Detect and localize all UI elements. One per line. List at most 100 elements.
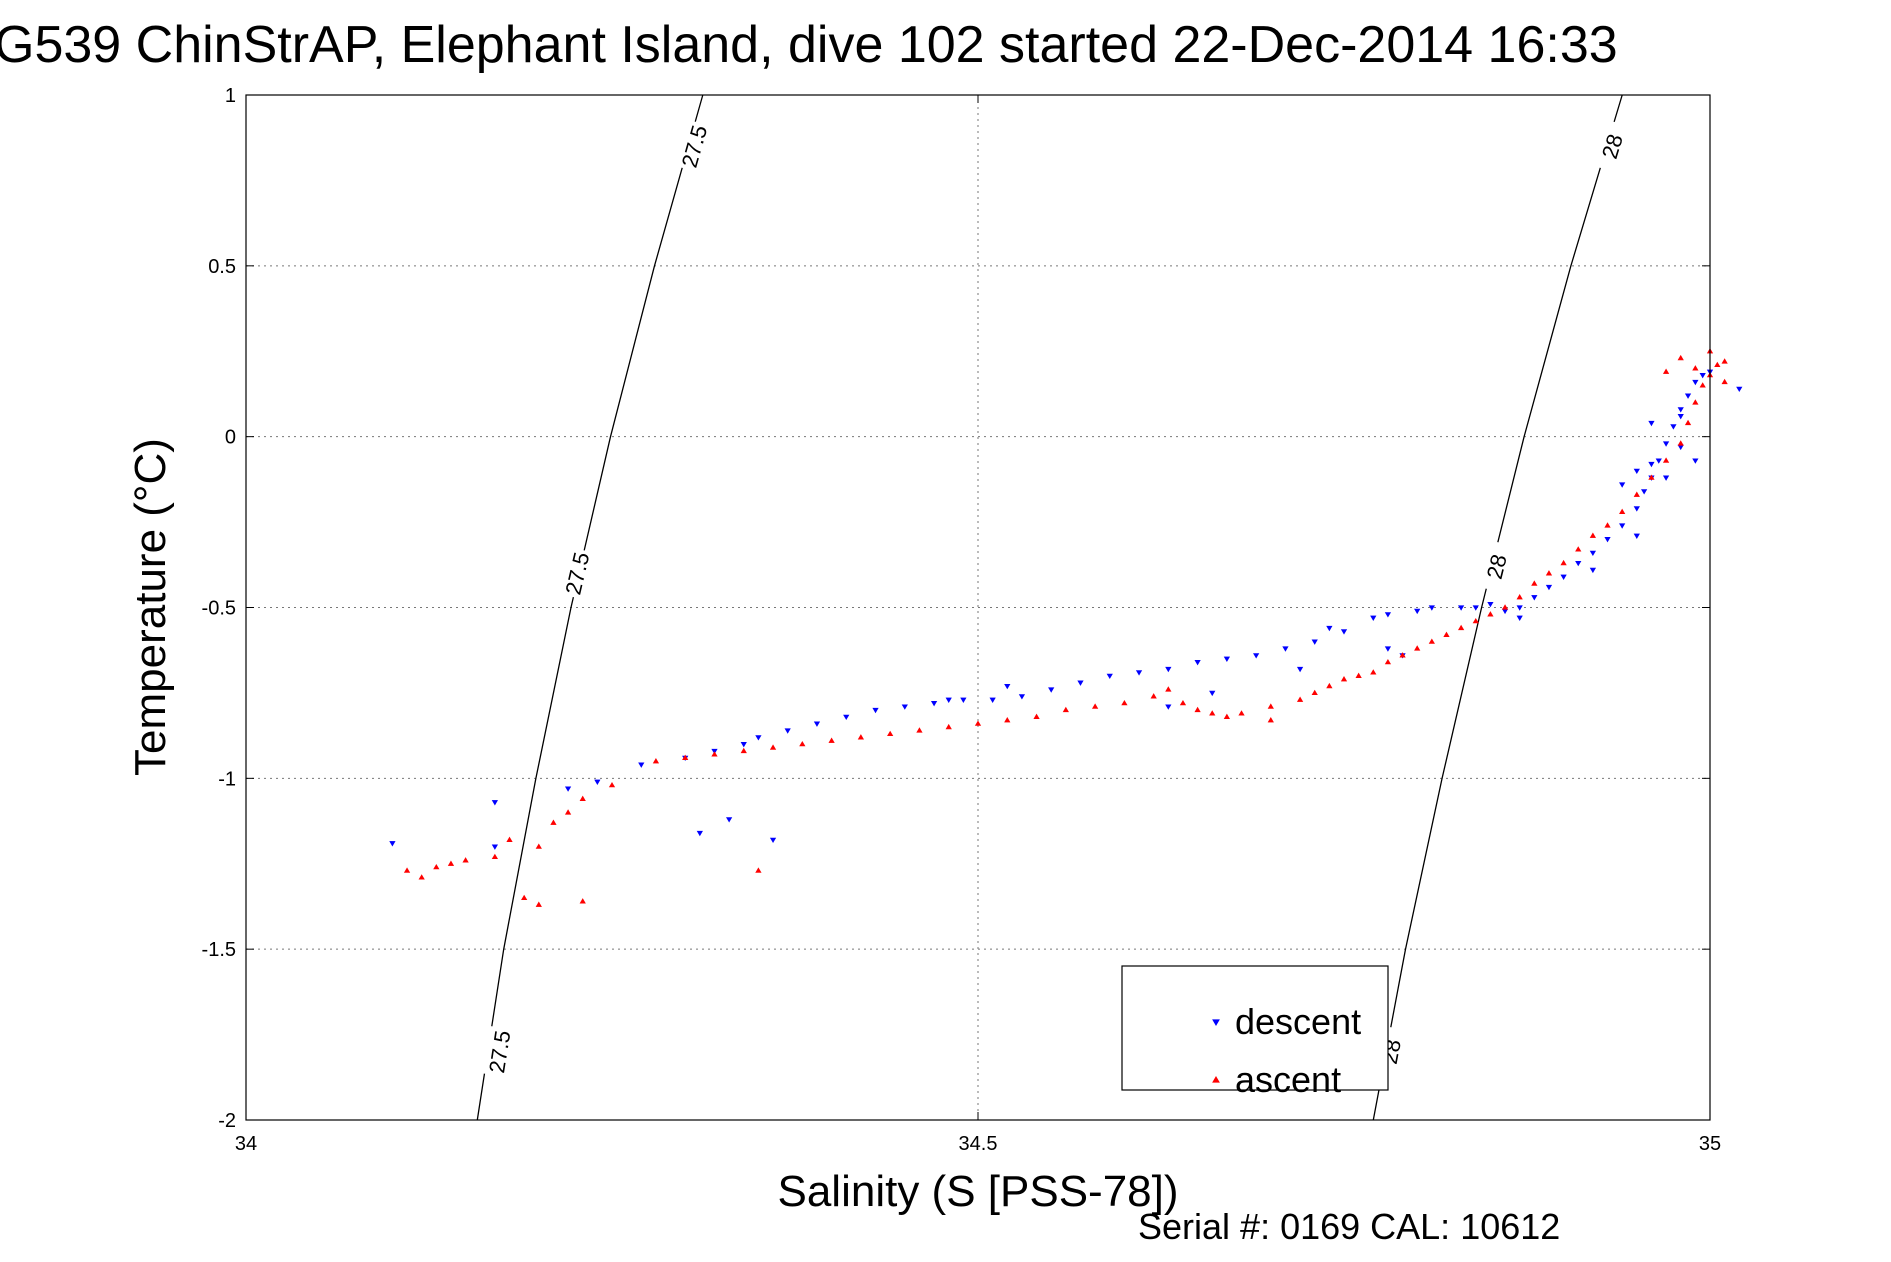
ascent-point bbox=[887, 730, 894, 737]
descent-point bbox=[813, 721, 821, 727]
y-tick-label: -2 bbox=[218, 1110, 236, 1132]
descent-point bbox=[1384, 612, 1392, 618]
legend-label-ascent: ascent bbox=[1235, 1059, 1341, 1100]
ascent-point bbox=[1662, 457, 1670, 463]
legend-label-descent: descent bbox=[1235, 1001, 1361, 1042]
ascent-point bbox=[447, 860, 455, 866]
descent-point bbox=[1684, 393, 1692, 399]
descent-point bbox=[945, 697, 952, 703]
ascent-point bbox=[1370, 669, 1377, 675]
descent-point bbox=[1619, 482, 1626, 488]
descent-point bbox=[1736, 386, 1743, 393]
ascent-point bbox=[1267, 717, 1274, 723]
descent-point bbox=[1106, 673, 1113, 680]
y-axis-label: Temperature (°C) bbox=[126, 438, 175, 776]
y-tick-label: 0.5 bbox=[208, 256, 236, 278]
ascent-point bbox=[799, 740, 806, 747]
ascent-point bbox=[945, 723, 952, 730]
isopycnal-line bbox=[1372, 94, 1623, 1121]
descent-point bbox=[1516, 605, 1523, 611]
ascent-point bbox=[1209, 710, 1216, 716]
descent-point bbox=[1648, 461, 1655, 468]
x-tick-label: 34 bbox=[235, 1133, 257, 1155]
ascent-point bbox=[1311, 689, 1318, 696]
ascent-point bbox=[1619, 508, 1626, 514]
legend-box bbox=[1121, 965, 1389, 1091]
descent-point bbox=[1457, 605, 1465, 611]
descent-point bbox=[1223, 656, 1231, 662]
descent-point bbox=[564, 786, 572, 792]
descent-point bbox=[1677, 414, 1684, 420]
ascent-point bbox=[1150, 693, 1157, 699]
descent-point bbox=[1692, 458, 1699, 464]
descent-point bbox=[1677, 407, 1684, 413]
ascent-point bbox=[652, 758, 660, 764]
descent-point bbox=[1560, 574, 1567, 580]
descent-point bbox=[1633, 533, 1640, 539]
descent-point bbox=[1370, 615, 1377, 621]
ascent-point bbox=[535, 901, 542, 907]
descent-point bbox=[1501, 608, 1509, 615]
ascent-point bbox=[1501, 604, 1509, 610]
descent-point bbox=[1077, 680, 1084, 686]
legend-marker-ascent bbox=[1212, 1076, 1220, 1083]
descent-point bbox=[1545, 584, 1553, 591]
ascent-point bbox=[579, 898, 586, 904]
ascent-point bbox=[462, 857, 469, 863]
descent-point bbox=[1604, 537, 1611, 543]
descent-point bbox=[491, 800, 499, 806]
x-tick-label: 35 bbox=[1699, 1133, 1721, 1155]
descent-point bbox=[1648, 420, 1655, 427]
ascent-point bbox=[1296, 696, 1304, 702]
y-tick-label: -1.5 bbox=[202, 939, 236, 961]
descent-point bbox=[1004, 683, 1011, 690]
contour-label: 28 bbox=[1482, 552, 1512, 582]
ascent-point bbox=[1721, 378, 1728, 385]
ascent-point bbox=[418, 874, 425, 880]
ascent-point bbox=[1692, 365, 1699, 371]
contour-label: 27.5 bbox=[560, 550, 594, 597]
ascent-point bbox=[1648, 474, 1655, 480]
descent-point bbox=[1311, 639, 1318, 645]
ascent-point bbox=[564, 809, 572, 815]
ascent-point bbox=[1062, 706, 1069, 713]
descent-point bbox=[960, 697, 967, 703]
legend: descent ascent bbox=[1121, 965, 1389, 1100]
descent-point bbox=[755, 735, 762, 741]
isopycnal-line bbox=[476, 94, 704, 1121]
descent-point bbox=[1677, 444, 1684, 451]
descent-point bbox=[1633, 506, 1640, 512]
ascent-point bbox=[1457, 624, 1465, 631]
ascent-point bbox=[1443, 631, 1450, 637]
ascent-point bbox=[1223, 713, 1231, 719]
ascent-point bbox=[1384, 658, 1392, 665]
chart-title: G539 ChinStrAP, Elephant Island, dive 10… bbox=[0, 16, 1618, 74]
ascent-point bbox=[1684, 419, 1692, 426]
descent-point bbox=[1662, 441, 1670, 447]
ascent-point bbox=[491, 853, 499, 860]
ascent-point bbox=[535, 843, 542, 849]
descent-point bbox=[491, 844, 499, 850]
ascent-point bbox=[1589, 532, 1597, 538]
ascent-point bbox=[1428, 638, 1435, 644]
ascent-point bbox=[1692, 399, 1699, 405]
contour-label-bg bbox=[674, 119, 714, 173]
descent-point bbox=[389, 841, 396, 847]
contour-label: 27.5 bbox=[677, 122, 713, 170]
ascent-point bbox=[1531, 580, 1538, 586]
ascent-point bbox=[433, 863, 440, 870]
contour-label-bg bbox=[482, 1025, 516, 1078]
contour-label-bg bbox=[1477, 540, 1515, 593]
ascent-point bbox=[1560, 559, 1567, 566]
descent-point bbox=[784, 728, 791, 734]
descent-point bbox=[1165, 704, 1172, 710]
descent-point bbox=[1428, 605, 1435, 611]
ascent-point bbox=[711, 751, 718, 757]
ascent-point bbox=[1487, 611, 1494, 617]
ascent-point bbox=[1179, 699, 1187, 706]
descent-point bbox=[1531, 595, 1538, 601]
y-tick-label: 0 bbox=[225, 427, 236, 449]
descent-point bbox=[1699, 373, 1706, 379]
ascent-point bbox=[579, 795, 586, 801]
ascent-point bbox=[1399, 652, 1406, 658]
